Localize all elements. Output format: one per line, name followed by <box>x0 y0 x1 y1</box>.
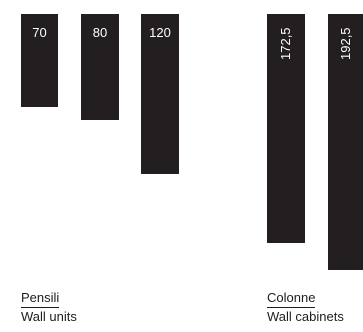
bar-label: 70 <box>32 25 47 40</box>
caption-pensili: Pensili Wall units <box>21 290 77 326</box>
bar-colonne-172-5: 172,5 <box>267 14 305 243</box>
bar-pensili-80: 80 <box>81 14 119 120</box>
caption-title-it: Colonne <box>267 290 316 309</box>
bar-pensili-70: 70 <box>21 14 58 107</box>
caption-title-en: Wall units <box>21 309 77 325</box>
bar-colonne-192-5: 192,5 <box>328 14 363 270</box>
bar-pensili-120: 120 <box>141 14 179 174</box>
caption-title-en: Wall cabinets <box>267 309 344 325</box>
caption-colonne: Colonne Wall cabinets <box>267 290 344 326</box>
bar-label: 172,5 <box>278 27 293 60</box>
caption-title-it: Pensili <box>21 290 60 309</box>
bar-label: 80 <box>92 25 108 40</box>
bar-label: 120 <box>149 25 171 40</box>
bar-label: 192,5 <box>337 27 353 60</box>
